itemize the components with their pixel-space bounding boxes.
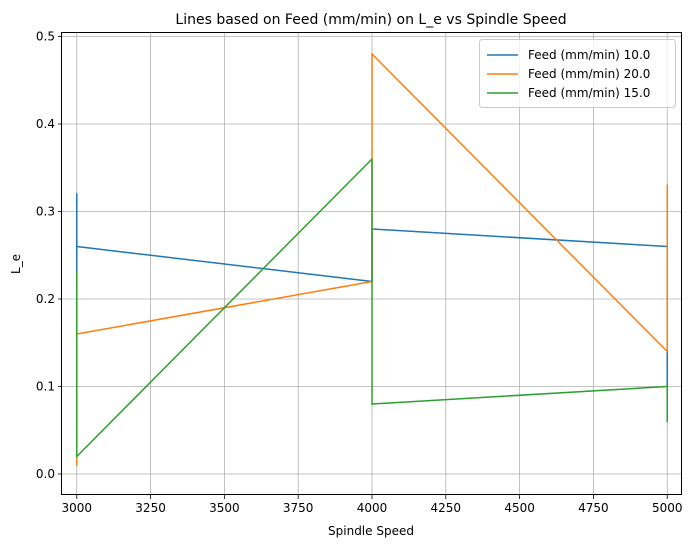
- x-tick-label: 4750: [578, 501, 609, 515]
- series-3: [76, 158, 668, 458]
- legend-item: Feed (mm/min) 20.0: [487, 67, 650, 81]
- legend-box: [479, 39, 676, 108]
- data-point: [76, 245, 78, 248]
- y-tick-label: 0.2: [36, 292, 55, 306]
- legend-label: Feed (mm/min) 20.0: [528, 67, 650, 81]
- data-point: [666, 350, 668, 353]
- x-tick-label: 3250: [135, 501, 166, 515]
- plot-lines: [76, 53, 668, 466]
- x-tick-label: 4500: [504, 501, 535, 515]
- data-point: [371, 53, 373, 55]
- data-point: [371, 403, 373, 405]
- y-tick-label: 0.4: [36, 117, 55, 131]
- data-point: [76, 193, 78, 195]
- y-tick-label: 0.0: [36, 467, 55, 481]
- x-tick-label: 3500: [209, 501, 240, 515]
- data-point: [666, 420, 668, 423]
- x-tick-label: 4000: [357, 501, 388, 515]
- x-tick-label: 5000: [652, 501, 683, 515]
- plot-frame: [61, 32, 682, 495]
- series-line: [76, 158, 668, 458]
- legend-label: Feed (mm/min) 10.0: [528, 48, 650, 62]
- x-tick-label: 3750: [283, 501, 314, 515]
- y-tick-label: 0.3: [36, 205, 55, 219]
- legend-item: Feed (mm/min) 15.0: [487, 86, 650, 100]
- data-point: [666, 385, 668, 388]
- x-tick-label: 4250: [431, 501, 462, 515]
- y-axis-title: L_e: [9, 254, 23, 274]
- axis-ticks: 3000 3250 3500 3750 4000 4250 4500 4750 5000 0.0 0…: [36, 30, 683, 516]
- x-tick-label: 3000: [61, 501, 92, 515]
- data-point: [371, 158, 373, 160]
- x-axis-title: Spindle Speed: [328, 524, 414, 538]
- legend-label: Feed (mm/min) 15.0: [528, 86, 650, 100]
- legend-item: Feed (mm/min) 10.0: [487, 48, 650, 62]
- chart-title: Lines based on Feed (mm/min) on L_e vs S…: [175, 12, 566, 28]
- legend: Feed (mm/min) 10.0 Feed (mm/min) 20.0 Feed…: [479, 39, 676, 108]
- data-point: [76, 272, 78, 274]
- data-point: [76, 464, 78, 466]
- y-tick-label: 0.1: [36, 380, 55, 394]
- y-tick-label: 0.5: [36, 30, 55, 44]
- data-point: [76, 455, 78, 458]
- data-point: [666, 184, 668, 186]
